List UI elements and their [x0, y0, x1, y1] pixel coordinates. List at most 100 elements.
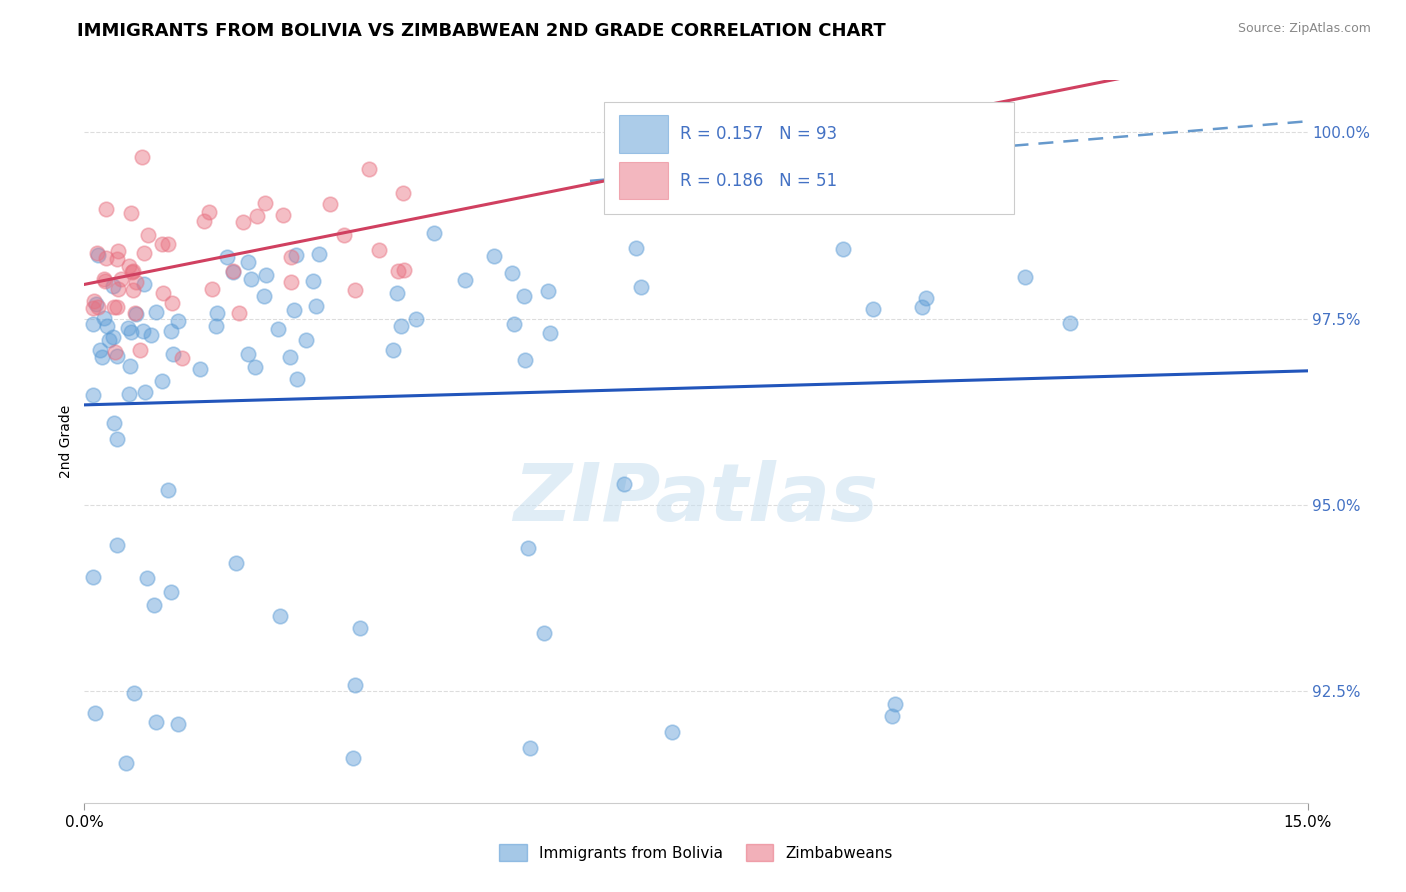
Point	[101, 329, 124, 343]
Point	[82, 388, 104, 402]
Point	[198, 204, 221, 219]
Point	[302, 274, 325, 288]
Point	[344, 677, 367, 691]
Point	[136, 227, 159, 242]
Point	[269, 608, 291, 623]
Point	[124, 305, 146, 319]
Point	[167, 716, 190, 731]
Point	[661, 725, 683, 739]
Point	[89, 343, 111, 357]
Point	[394, 263, 416, 277]
Point	[150, 374, 173, 388]
Point	[193, 214, 215, 228]
Point	[94, 274, 117, 288]
Point	[120, 205, 142, 219]
Point	[295, 333, 318, 347]
Point	[359, 161, 381, 176]
Point	[142, 599, 165, 613]
Point	[172, 351, 194, 366]
Point	[630, 280, 652, 294]
Point	[188, 362, 211, 376]
Point	[83, 294, 105, 309]
Point	[280, 350, 302, 364]
Point	[105, 537, 128, 551]
Point	[167, 314, 190, 328]
Y-axis label: 2nd Grade: 2nd Grade	[59, 405, 73, 478]
Point	[239, 272, 262, 286]
Point	[94, 251, 117, 265]
Point	[271, 208, 294, 222]
Point	[254, 268, 277, 282]
Text: R = 0.157   N = 93: R = 0.157 N = 93	[681, 125, 837, 143]
Point	[831, 242, 853, 256]
Point	[280, 276, 302, 290]
Point	[1059, 316, 1081, 330]
Point	[132, 325, 155, 339]
Point	[131, 150, 153, 164]
Point	[613, 477, 636, 491]
Point	[368, 243, 391, 257]
Point	[205, 306, 228, 320]
Point	[125, 276, 148, 290]
Point	[124, 686, 146, 700]
Point	[134, 384, 156, 399]
Point	[201, 282, 224, 296]
Point	[93, 272, 115, 286]
Point	[162, 347, 184, 361]
Point	[107, 282, 129, 296]
Point	[454, 273, 477, 287]
Point	[145, 714, 167, 729]
Point	[222, 264, 245, 278]
Point	[537, 284, 560, 298]
Point	[86, 245, 108, 260]
Point	[107, 244, 129, 258]
Point	[160, 324, 183, 338]
Point	[94, 202, 117, 216]
Point	[122, 264, 145, 278]
Point	[91, 351, 114, 365]
Point	[533, 626, 555, 640]
Point	[502, 318, 524, 332]
Point	[225, 556, 247, 570]
Text: Source: ZipAtlas.com: Source: ZipAtlas.com	[1237, 22, 1371, 36]
Point	[516, 541, 538, 555]
Point	[118, 359, 141, 373]
Point	[118, 387, 141, 401]
Point	[97, 333, 120, 347]
Point	[751, 199, 773, 213]
Point	[157, 236, 180, 251]
Point	[283, 303, 305, 318]
Point	[136, 571, 159, 585]
Point	[519, 740, 541, 755]
Point	[105, 252, 128, 266]
Point	[880, 709, 903, 723]
Point	[103, 416, 125, 430]
Point	[101, 278, 124, 293]
Point	[253, 288, 276, 302]
Point	[120, 325, 142, 339]
Point	[118, 259, 141, 273]
Point	[304, 299, 326, 313]
Point	[103, 301, 125, 315]
Point	[287, 372, 309, 386]
Point	[911, 300, 934, 314]
Point	[82, 317, 104, 331]
Point	[482, 250, 505, 264]
Point	[121, 283, 143, 297]
Point	[236, 255, 259, 269]
Point	[205, 319, 228, 334]
Text: IMMIGRANTS FROM BOLIVIA VS ZIMBABWEAN 2ND GRADE CORRELATION CHART: IMMIGRANTS FROM BOLIVIA VS ZIMBABWEAN 2N…	[77, 22, 886, 40]
Point	[603, 139, 626, 153]
Point	[513, 289, 536, 303]
Point	[319, 196, 342, 211]
Point	[152, 285, 174, 300]
Point	[1014, 270, 1036, 285]
Point	[884, 697, 907, 711]
Point	[82, 301, 104, 315]
Point	[134, 277, 156, 291]
Text: ZIPatlas: ZIPatlas	[513, 460, 879, 539]
Point	[87, 301, 110, 315]
Point	[217, 250, 239, 264]
Point	[159, 584, 181, 599]
Point	[84, 706, 107, 721]
